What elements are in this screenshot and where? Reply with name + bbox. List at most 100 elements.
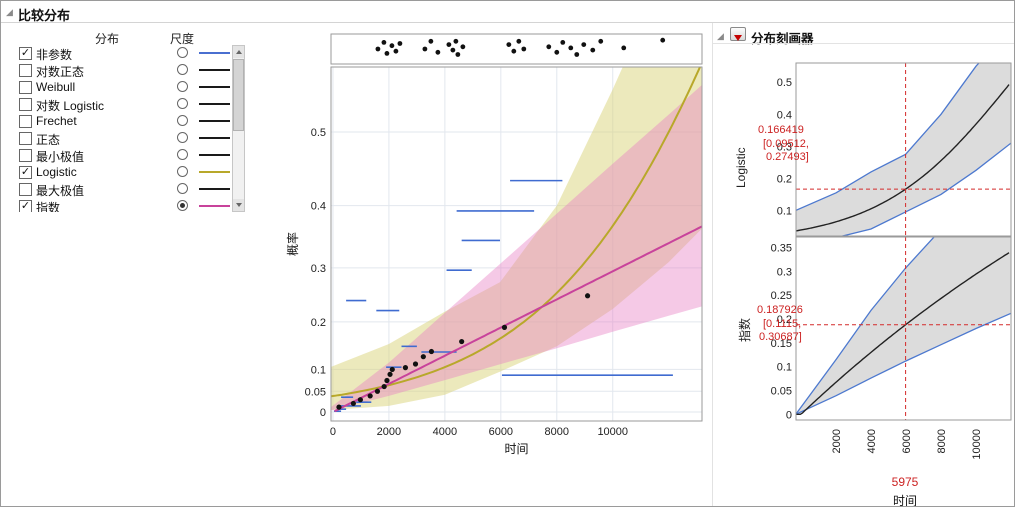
distribution-label: Frechet [36,114,77,128]
event-point [422,46,428,52]
distribution-label: 对数正态 [36,65,85,79]
distribution-line-swatch [199,188,230,190]
event-strip [330,33,703,65]
profiler-confidence-band [796,63,1011,236]
data-point [459,338,465,345]
event-point [453,38,459,44]
event-point [446,42,452,47]
distribution-checkbox[interactable] [19,183,32,196]
scale-radio[interactable] [177,64,188,75]
disclosure-triangle-icon[interactable]: ◢ [6,7,13,17]
event-point [389,43,395,49]
distribution-row: ✓ Logistic [1,164,231,181]
distribution-row: ✓ 指数 [1,198,231,212]
x-tick-label: 10000 [597,426,628,438]
y-axis-title: 概率 [285,232,300,256]
distribution-label: Weibull [36,80,76,94]
scale-radio[interactable] [177,183,188,194]
x-tick-label: 4000 [433,426,457,438]
distribution-label: 指数 [36,201,61,212]
data-point [501,324,508,330]
scroll-down-button[interactable] [233,199,244,211]
profiler-ci-high-exponential: 0.30687] [759,331,802,343]
data-point [381,383,387,390]
profiler-estimate-exponential: 0.187926 [757,304,803,316]
profiler-ci-low-logistic: [0.09512, [763,138,809,150]
scale-radio[interactable] [177,149,188,160]
profiler-x-tick-label: 10000 [971,429,983,460]
y-tick-label: 0.5 [311,127,326,139]
distribution-checkbox[interactable]: ✓ [19,47,32,60]
data-point [389,366,395,373]
data-point [374,388,381,394]
scale-radio[interactable] [177,98,188,109]
scale-radio[interactable] [177,115,188,126]
up-arrow-icon [235,50,242,54]
distribution-checkbox[interactable]: ✓ [19,166,32,179]
scale-radio[interactable] [177,200,188,211]
scroll-up-button[interactable] [233,46,244,58]
red-triangle-menu-button[interactable] [730,27,746,41]
profiler-y-tick-label: 0.15 [771,338,792,350]
distribution-checkbox[interactable] [19,81,32,94]
data-point [387,371,393,377]
profiler-y-tick-label: 0.3 [777,266,792,278]
data-point [412,361,419,367]
event-point [460,44,466,50]
event-point [428,38,434,44]
distribution-line-swatch [199,86,230,88]
profiler-x-axis-title: 时间 [892,494,917,507]
data-point [357,397,363,403]
profiler-curve [796,84,1010,232]
title-divider [1,22,1014,23]
x-tick-label: 2000 [377,426,401,438]
compare-distribution-plot[interactable]: 0 2000 4000 6000 8000 10000 0 0.05 0.1 0.2 0.3 0.4 0… [281,29,711,469]
scale-radio[interactable] [177,132,188,143]
distribution-checkbox[interactable] [19,132,32,145]
distribution-checkbox[interactable] [19,115,32,128]
event-point [574,52,580,57]
distribution-label: 正态 [36,133,61,147]
profiler-y-tick-label: 0.3 [777,141,792,153]
event-point [590,47,596,53]
profiler-title-divider [713,43,1014,44]
distribution-checkbox[interactable] [19,149,32,162]
event-point [506,42,512,47]
logistic-fit-curve [331,67,702,398]
distribution-row: ✓ 非参数 [1,45,231,62]
event-point [660,37,666,43]
event-point [560,40,566,45]
profiler-x-tick-label: 2000 [831,429,843,453]
distribution-row: 最大极值 [1,181,231,198]
y-tick-label: 0.05 [305,386,326,398]
event-point [381,40,387,45]
distribution-line-swatch [199,103,230,105]
distribution-checkbox[interactable] [19,64,32,77]
x-tick-label: 0 [330,426,336,438]
y-tick-label: 0.4 [311,201,326,213]
scale-radio[interactable] [177,47,188,58]
data-point [420,354,426,360]
scale-radio[interactable] [177,81,188,92]
event-point [397,41,403,46]
exponential-confidence-band [331,84,702,411]
distribution-checkbox[interactable]: ✓ [19,200,32,212]
event-point [384,51,390,56]
scale-radio[interactable] [177,166,188,177]
data-point [584,293,591,299]
event-point [450,47,456,53]
data-point [402,365,409,371]
distribution-checkbox[interactable] [19,98,32,111]
profiler-y-tick-label: 0.1 [777,362,792,374]
y-tick-label: 0.1 [311,364,326,376]
distribution-line-swatch [199,69,230,71]
event-point [581,42,587,47]
profiler-current-x-value[interactable]: 5975 [891,475,919,489]
scrollbar-thumb[interactable] [233,59,244,131]
distribution-line-swatch [199,154,230,156]
distribution-profiler-plot[interactable]: 0.1 0.2 0.3 0.4 0.5 0 0.05 0.1 0.15 0.2 0.25 0.3 0.3… [716,45,1015,475]
profiler-plot-content [796,63,1011,236]
profiler-disclosure-triangle-icon[interactable]: ◢ [717,31,724,41]
distribution-list-scrollbar[interactable] [232,45,245,212]
